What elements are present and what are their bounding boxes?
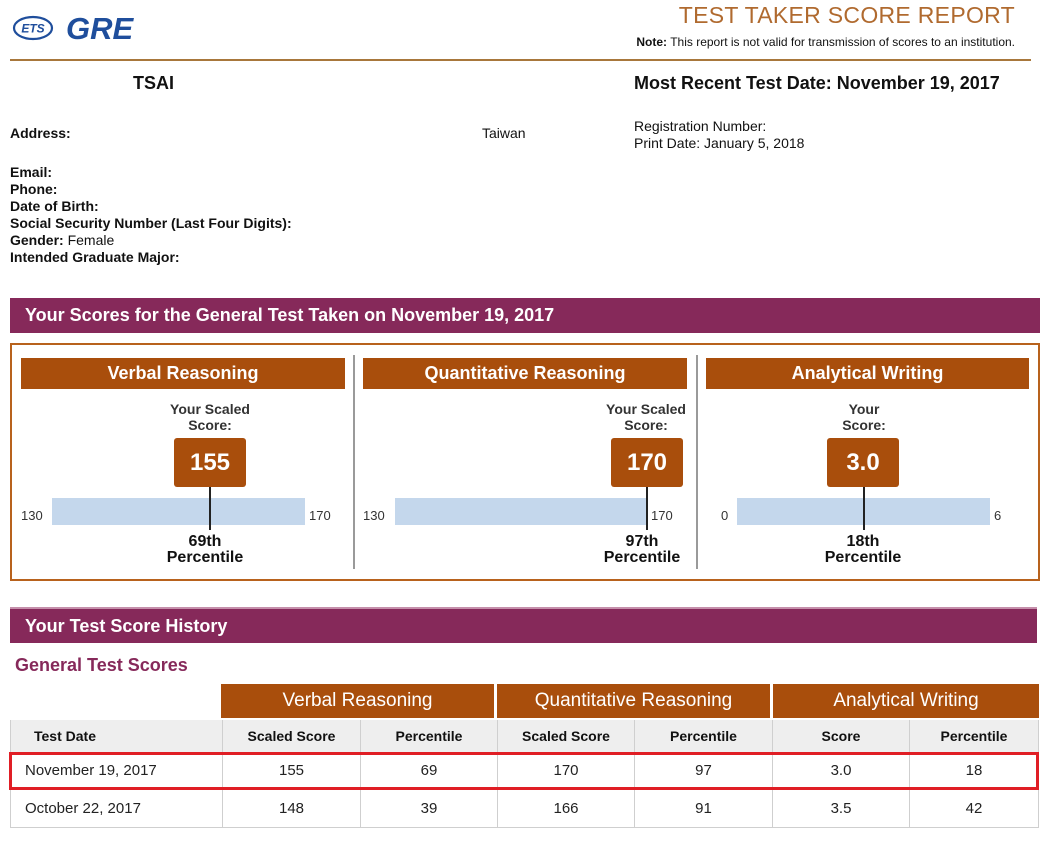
table-cell: 148 — [222, 789, 360, 827]
table-cell: 3.0 — [772, 752, 909, 788]
writing-score-label-line1: Your — [848, 401, 880, 417]
verbal-percentile-num: 69th — [188, 533, 222, 550]
panel-divider-1 — [353, 355, 355, 569]
table-group-writing: Analytical Writing — [773, 684, 1039, 718]
email-label: Email: — [10, 164, 53, 180]
row-divider — [10, 827, 1039, 828]
writing-range-max: 6 — [994, 508, 1002, 523]
note-text: This report is not valid for transmissio… — [670, 35, 1015, 49]
writing-section-header: Analytical Writing — [706, 358, 1029, 389]
history-section-title: Your Test Score History — [10, 607, 1037, 643]
gender-value: Female — [67, 232, 115, 248]
highlight-latest-row — [9, 752, 1039, 790]
col-header-test-date-label: Test Date — [34, 728, 96, 744]
col-header-writing-score: Score — [772, 720, 909, 752]
table-group-verbal: Verbal Reasoning — [221, 684, 494, 718]
address-label: Address: — [10, 125, 71, 141]
col-header-writing-percentile: Percentile — [909, 720, 1039, 752]
ssn-label: Social Security Number (Last Four Digits… — [10, 215, 292, 231]
verbal-score-label-line1: Your Scaled — [170, 401, 250, 417]
candidate-details: Email: Phone: Date of Birth: Social Secu… — [10, 164, 292, 266]
col-header-verbal-scaled: Scaled Score — [222, 720, 360, 752]
address-country: Taiwan — [482, 125, 526, 141]
quant-score-label-line1: Your Scaled — [606, 401, 686, 417]
table-cell: 170 — [497, 752, 634, 788]
table-cell: 39 — [360, 789, 497, 827]
print-date: Print Date: January 5, 2018 — [634, 135, 805, 151]
table-cell: 91 — [634, 789, 772, 827]
header-rule — [10, 59, 1031, 61]
registration-number-label: Registration Number: — [634, 118, 767, 134]
quant-range-min: 130 — [363, 508, 385, 523]
verbal-score-label: Your Scaled Score: — [150, 401, 270, 433]
verbal-score-pointer — [209, 487, 212, 530]
table-group-quant: Quantitative Reasoning — [497, 684, 770, 718]
gre-logo-text: GRE — [66, 11, 135, 46]
quant-percentile-num: 97th — [625, 533, 659, 550]
verbal-range-min: 130 — [21, 508, 43, 523]
table-cell: 97 — [634, 752, 772, 788]
quant-percentile-word: Percentile — [603, 549, 681, 566]
col-header-quant-percentile: Percentile — [634, 720, 772, 752]
phone-label: Phone: — [10, 181, 58, 197]
ets-logo-text: ETS — [21, 22, 44, 36]
quant-score-bar — [395, 498, 648, 525]
quant-percentile: 97th Percentile — [577, 534, 707, 566]
table-cell: 3.5 — [772, 789, 909, 827]
verbal-range-max: 170 — [309, 508, 331, 523]
gender-label: Gender: — [10, 232, 64, 248]
note-label: Note: — [636, 35, 668, 49]
quant-score-pointer — [646, 487, 648, 530]
quant-score-label-line2: Score: — [624, 417, 668, 433]
most-recent-test-date: Most Recent Test Date: November 19, 2017 — [634, 73, 1000, 93]
verbal-percentile: 69th Percentile — [140, 534, 270, 566]
candidate-name: TSAI — [133, 73, 175, 93]
quant-score-box: 170 — [611, 438, 683, 487]
dob-label: Date of Birth: — [10, 198, 99, 214]
table-cell: October 22, 2017 — [10, 789, 222, 827]
col-header-verbal-percentile: Percentile — [360, 720, 497, 752]
gender-row: Gender: Female — [10, 232, 292, 249]
writing-score-box: 3.0 — [827, 438, 899, 487]
col-header-quant-scaled: Scaled Score — [497, 720, 634, 752]
verbal-section-header: Verbal Reasoning — [21, 358, 345, 389]
table-cell: 42 — [909, 789, 1039, 827]
writing-percentile-word: Percentile — [824, 549, 902, 566]
col-header-test-date: Test Date — [10, 720, 222, 752]
quant-range-max: 170 — [651, 508, 673, 523]
writing-score-label-line2: Score: — [842, 417, 886, 433]
major-label: Intended Graduate Major: — [10, 249, 180, 265]
quant-score-label: Your Scaled Score: — [586, 401, 706, 433]
writing-range-min: 0 — [721, 508, 729, 523]
history-subtitle: General Test Scores — [15, 655, 188, 675]
table-cell: 155 — [222, 752, 360, 788]
writing-percentile-num: 18th — [846, 533, 880, 550]
verbal-score-label-line2: Score: — [188, 417, 232, 433]
table-cell: 166 — [497, 789, 634, 827]
scores-panel — [10, 343, 1040, 581]
panel-divider-2 — [696, 355, 698, 569]
writing-score-pointer — [862, 487, 865, 530]
report-note: Note: This report is not valid for trans… — [636, 35, 1015, 49]
scores-section-title: Your Scores for the General Test Taken o… — [10, 298, 1040, 333]
table-cell: 69 — [360, 752, 497, 788]
verbal-score-box: 155 — [174, 438, 246, 487]
report-title: TEST TAKER SCORE REPORT — [678, 2, 1015, 28]
writing-percentile: 18th Percentile — [798, 534, 928, 566]
quant-section-header: Quantitative Reasoning — [363, 358, 687, 389]
ets-gre-logo: ETS GRE — [12, 10, 142, 46]
verbal-percentile-word: Percentile — [166, 549, 244, 566]
writing-score-label: Your Score: — [804, 401, 924, 433]
verbal-score-bar — [52, 498, 305, 525]
